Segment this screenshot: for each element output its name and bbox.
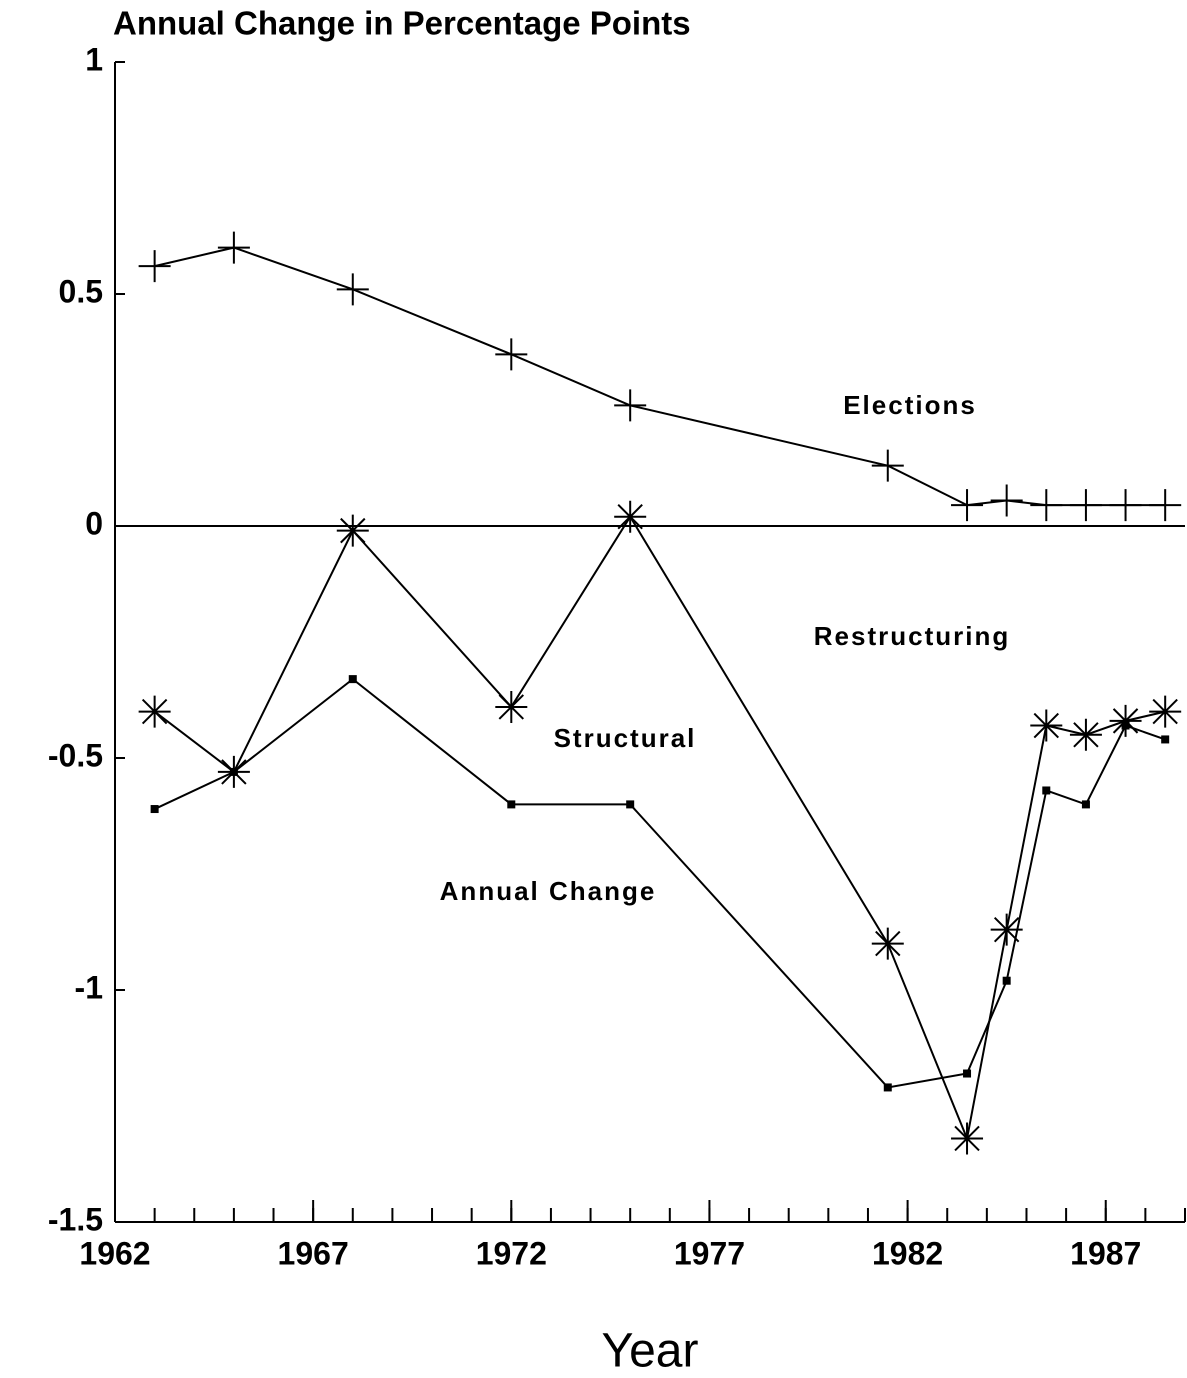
y-tick-label: 1 [85, 41, 103, 77]
marker-plus [614, 389, 647, 422]
y-tick-label: 0 [85, 505, 103, 541]
chart-title: Annual Change in Percentage Points [113, 5, 691, 42]
marker-plus [951, 489, 984, 522]
marker-asterisk [1149, 695, 1182, 728]
marker-plus [1109, 489, 1142, 522]
marker-square [348, 675, 357, 684]
marker-square [1161, 735, 1170, 744]
marker-square [1042, 786, 1051, 795]
marker-square [1002, 976, 1011, 985]
marker-asterisk [871, 927, 904, 960]
marker-asterisk [951, 1122, 984, 1155]
marker-asterisk [336, 514, 369, 547]
series-label: Elections [843, 390, 977, 420]
y-tick-label: -1 [75, 969, 103, 1005]
marker-asterisk [1030, 709, 1063, 742]
marker-asterisk [614, 500, 647, 533]
marker-square [1121, 721, 1130, 730]
marker-square [1081, 800, 1090, 809]
x-tick-label: 1972 [476, 1235, 547, 1271]
series-line [154, 514, 1166, 1142]
x-tick-label: 1962 [79, 1235, 150, 1271]
x-tick-label: 1967 [278, 1235, 349, 1271]
marker-asterisk [495, 690, 528, 723]
series-label: Annual Change [440, 876, 657, 906]
marker-plus [138, 250, 171, 283]
y-tick-label: -0.5 [48, 737, 103, 773]
annotation: Restructuring [814, 621, 1010, 651]
marker-plus [495, 338, 528, 371]
marker-asterisk [138, 695, 171, 728]
marker-plus [1030, 489, 1063, 522]
marker-asterisk [1109, 704, 1142, 737]
marker-plus [871, 449, 904, 482]
marker-plus [990, 484, 1023, 517]
marker-square [507, 800, 516, 809]
marker-square [626, 800, 635, 809]
marker-plus [217, 231, 250, 264]
marker-square [883, 1083, 892, 1092]
series-label: Structural [554, 723, 697, 753]
y-tick-label: 0.5 [59, 273, 103, 309]
x-tick-label: 1982 [872, 1235, 943, 1271]
marker-square [150, 805, 159, 814]
series-line [154, 677, 1166, 1089]
x-axis-label: Year [602, 1325, 699, 1378]
marker-plus [1069, 489, 1102, 522]
marker-plus [1149, 489, 1182, 522]
marker-square [229, 767, 238, 776]
marker-asterisk [990, 913, 1023, 946]
x-tick-label: 1977 [674, 1235, 745, 1271]
marker-square [963, 1069, 972, 1078]
marker-plus [336, 273, 369, 306]
series-line [154, 246, 1166, 507]
y-tick-label: -1.5 [48, 1201, 103, 1237]
x-tick-label: 1987 [1070, 1235, 1141, 1271]
marker-asterisk [1069, 718, 1102, 751]
